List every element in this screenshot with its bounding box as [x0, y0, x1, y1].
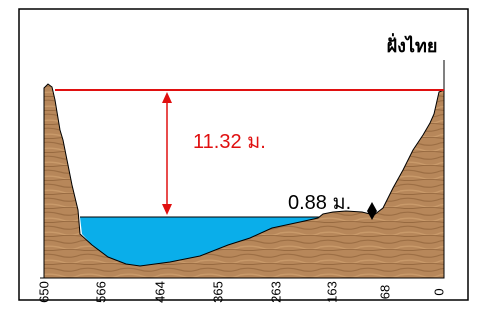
x-tick-label: 68 — [377, 285, 392, 299]
level-dimension-arrow — [162, 92, 172, 215]
water-body — [80, 217, 323, 266]
x-tick-labels: 650 566 464 365 263 163 68 0 — [36, 281, 446, 303]
x-tick-label: 650 — [36, 281, 51, 303]
x-tick-label: 464 — [152, 281, 167, 303]
level-label: 11.32 ม. — [193, 131, 266, 153]
x-tick-label: 365 — [210, 281, 225, 303]
x-tick-label: 566 — [93, 281, 108, 303]
river-bed-ground — [43, 83, 445, 279]
gauge-marker-icon — [367, 202, 377, 220]
x-tick-label: 263 — [268, 281, 283, 303]
bank-title: ฝั่งไทย — [387, 33, 438, 57]
water-label: 0.88 ม. — [288, 192, 351, 214]
x-tick-label: 0 — [431, 288, 446, 295]
x-tick-label: 163 — [324, 281, 339, 303]
